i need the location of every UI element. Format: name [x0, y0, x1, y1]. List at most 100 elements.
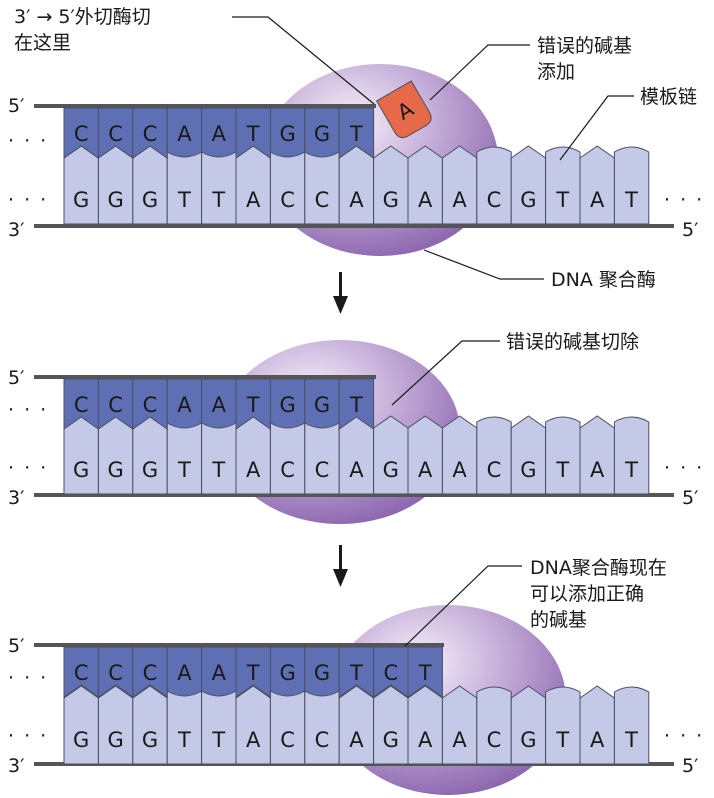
template-base-letter: G — [520, 458, 536, 482]
bottom-backbone — [34, 224, 674, 228]
new-base-letter: A — [212, 661, 227, 685]
new-base-tile — [97, 378, 134, 430]
template-base-tile — [269, 146, 306, 225]
three-prime-bottom: 3′ — [8, 755, 24, 777]
template-base-letter: A — [246, 728, 261, 752]
new-base-letter: T — [349, 661, 363, 685]
excised-label: 错误的碱基切除 — [506, 331, 639, 353]
template-base-letter: A — [246, 458, 261, 482]
template-base-tile — [97, 415, 134, 495]
new-base-tile — [97, 646, 134, 698]
new-base-letter: T — [349, 393, 363, 417]
template-base-tile — [201, 146, 237, 225]
new-base-tile — [97, 107, 134, 159]
new-base-tile — [373, 646, 409, 698]
ellipsis-bottom-right: · · · — [664, 725, 704, 747]
template-base-tile — [201, 416, 237, 495]
template-base-letter: T — [624, 458, 638, 482]
template-base-letter: G — [142, 728, 158, 752]
exo-label-line2: 在这里 — [14, 32, 71, 54]
excised-leader-line — [391, 340, 500, 406]
correct-base-label-line1: DNA聚合酶现在 — [530, 557, 667, 579]
template-base-letter: A — [349, 728, 364, 752]
new-base-letter: T — [246, 393, 260, 417]
template-base-letter: A — [590, 458, 605, 482]
template-base-letter: T — [177, 188, 191, 212]
new-base-tile — [407, 646, 443, 698]
new-base-tile — [63, 107, 99, 159]
template-base-letter: C — [280, 728, 295, 752]
template-base-letter: C — [280, 188, 295, 212]
mismatched-base: A — [375, 80, 432, 139]
template-base-letter: G — [383, 728, 399, 752]
template-base-letter: A — [349, 458, 364, 482]
template-base-letter: G — [383, 458, 399, 482]
new-base-letter: G — [279, 393, 295, 417]
new-base-tile — [338, 107, 375, 159]
template-base-tile — [373, 145, 409, 225]
new-base-letter: G — [279, 122, 295, 146]
template-base-tile — [132, 685, 168, 765]
template-base-tile — [545, 416, 581, 495]
template-base-letter: T — [555, 188, 569, 212]
template-base-letter: T — [177, 728, 191, 752]
template-base-letter: A — [418, 728, 433, 752]
template-base-tile — [132, 145, 168, 225]
template-base-tile — [510, 415, 547, 495]
new-base-letter: C — [108, 393, 123, 417]
template-base-tile — [235, 415, 271, 495]
template-base-tile — [338, 685, 375, 765]
new-base-tile — [63, 378, 99, 430]
top-backbone — [34, 375, 376, 379]
template-base-tile — [407, 415, 443, 495]
template-base-tile — [510, 685, 547, 765]
template-base-tile — [407, 145, 443, 225]
template-base-tile — [476, 686, 512, 765]
five-prime-bottom-right: 5′ — [682, 755, 698, 777]
template-base-tile — [545, 146, 581, 225]
template-base-letter: A — [590, 188, 605, 212]
template-base-tile — [63, 685, 99, 765]
template-base-letter: A — [418, 458, 433, 482]
top-backbone — [34, 104, 376, 108]
new-base-letter: C — [74, 661, 89, 685]
top-backbone — [34, 643, 444, 647]
new-base-tile — [235, 646, 271, 698]
template-base-letter: T — [211, 188, 225, 212]
template-base-letter: C — [487, 728, 502, 752]
template-base-tile — [235, 145, 271, 225]
template-base-tile — [545, 686, 581, 765]
template-base-tile — [132, 415, 168, 495]
new-base-letter: A — [177, 661, 192, 685]
wrong-base-leader-line — [429, 44, 530, 101]
new-base-letter: A — [212, 393, 227, 417]
template-base-letter: A — [246, 188, 261, 212]
template-base-letter: G — [73, 458, 89, 482]
new-base-letter: C — [143, 661, 158, 685]
template-base-letter: T — [555, 458, 569, 482]
template-base-tile — [166, 146, 203, 225]
template-base-tile — [613, 686, 650, 765]
template-base-tile — [441, 145, 478, 225]
template-base-tile — [579, 145, 615, 225]
template-base-tile — [338, 145, 375, 225]
template-base-letter: G — [142, 458, 158, 482]
new-base-tile — [235, 107, 271, 159]
polymerase-leader-line — [423, 249, 544, 280]
template-base-tile — [97, 145, 134, 225]
template-base-letter: T — [177, 458, 191, 482]
template-base-letter: G — [107, 728, 123, 752]
template-base-letter: G — [383, 188, 399, 212]
template-base-letter: G — [73, 728, 89, 752]
template-base-letter: T — [555, 728, 569, 752]
new-base-letter: A — [177, 122, 192, 146]
correct-base-label-line2: 可以添加正确 — [530, 583, 644, 605]
wrong-base-label-line1: 错误的碱基 — [537, 35, 632, 57]
